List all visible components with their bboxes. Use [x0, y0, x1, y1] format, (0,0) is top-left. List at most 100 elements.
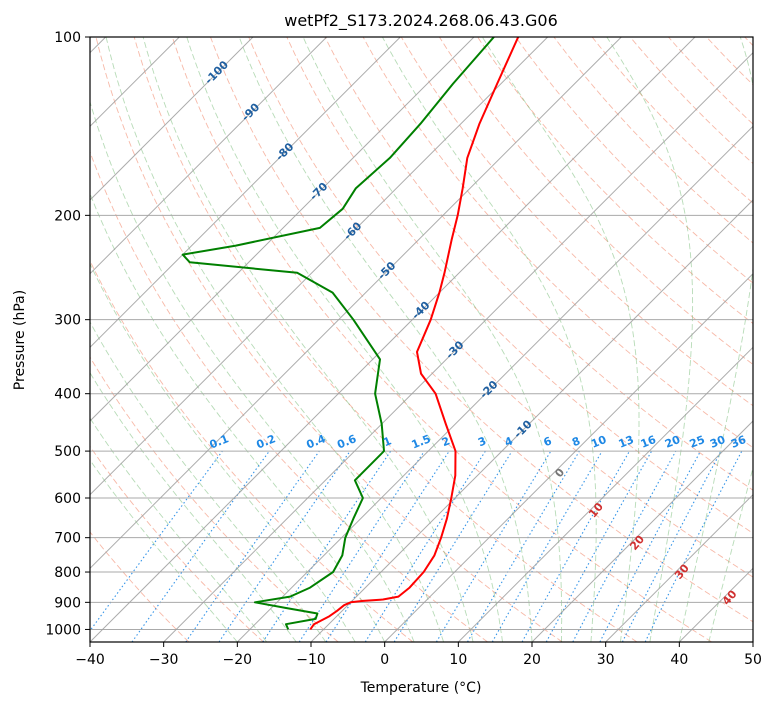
- mixing-ratio-line: [435, 450, 552, 642]
- isotherm-gridline: [605, 493, 753, 642]
- mixing-ratio-label: 36: [729, 433, 748, 451]
- chart-title: wetPf2_S173.2024.268.06.43.G06: [284, 11, 558, 31]
- isotherm-gridline: [90, 37, 549, 496]
- x-tick-label: −30: [149, 652, 179, 668]
- x-tick-label: 50: [744, 652, 762, 668]
- mixing-ratio-line: [131, 450, 270, 642]
- moist-adiabat-line: [678, 37, 753, 642]
- y-axis-ticks: 100 200 300 400 500 600 700 800 900 1000: [45, 30, 90, 638]
- moist-adiabat-label: 30: [672, 561, 692, 581]
- moist-adiabat-label: 20: [627, 533, 647, 553]
- y-tick-label: 800: [54, 565, 81, 581]
- mixing-ratio-line: [491, 450, 603, 642]
- isotherm-gridline: [310, 199, 753, 642]
- y-tick-label: 600: [54, 491, 81, 507]
- y-axis-label: Pressure (hPa): [12, 290, 28, 390]
- profile-series: [181, 37, 520, 630]
- moist-adiabat-line: [481, 37, 640, 642]
- mixing-ratio-label: 1: [381, 434, 393, 449]
- mixing-ratio-label: 3: [476, 434, 488, 449]
- x-tick-label: 0: [380, 652, 389, 668]
- line-labels: -100-90-80-70-60-50-40-30-20-100.1 0.2 0.4…: [202, 58, 748, 608]
- isotherm-gridline: [90, 37, 696, 642]
- dry-adiabat-line: [133, 37, 638, 642]
- isotherm-gridline: [90, 37, 622, 570]
- dry-adiabat-line: [706, 37, 753, 86]
- y-tick-label: 1000: [45, 622, 81, 638]
- dewpoint-profile-line: [181, 37, 495, 630]
- isotherm-gridline: [236, 125, 753, 642]
- y-tick-label: 500: [54, 444, 81, 460]
- dry-adiabat-line: [286, 37, 753, 534]
- x-tick-label: 20: [523, 652, 541, 668]
- moist-adiabat-line: [90, 100, 415, 642]
- moist-adiabat-label: 10: [586, 500, 606, 520]
- isotherm-gridline: [163, 51, 753, 642]
- isotherm-gridline: [90, 37, 401, 349]
- mixing-ratio-line: [364, 450, 486, 642]
- dry-adiabats: [90, 37, 753, 642]
- dry-adiabat-line: [439, 37, 753, 365]
- y-tick-label: 100: [54, 30, 81, 46]
- isotherm-gridline: [457, 346, 753, 642]
- mixing-ratio-label: 8: [570, 434, 582, 449]
- isotherm-gridlines: [90, 37, 753, 642]
- mixing-ratio-label: 4: [503, 434, 515, 449]
- moist-adiabat-line: [142, 37, 474, 642]
- mixing-ratio-label: 6: [542, 434, 554, 449]
- pressure-gridlines: [90, 37, 753, 630]
- dry-adiabat-line: [553, 37, 753, 244]
- moist-adiabat-line: [186, 37, 503, 642]
- mixing-ratio-label: 20: [663, 433, 682, 451]
- moist-adiabat-line: [90, 417, 268, 642]
- dry-adiabat-line: [324, 37, 753, 491]
- dry-adiabat-line: [400, 37, 753, 407]
- y-tick-label: 400: [54, 387, 81, 403]
- mixing-ratio-label: 30: [708, 433, 727, 451]
- mixing-ratio-line: [521, 450, 630, 642]
- moist-adiabat-line: [382, 37, 597, 642]
- x-tick-label: −20: [223, 652, 253, 668]
- y-tick-label: 700: [54, 531, 81, 547]
- mixing-ratio-line: [218, 450, 351, 642]
- mixing-ratio-label: 1.5: [410, 432, 433, 451]
- isotherm-gridline: [531, 420, 753, 642]
- mixing-ratio-line: [572, 450, 677, 642]
- moist-adiabat-line: [105, 37, 445, 642]
- dry-adiabat-line: [629, 37, 753, 165]
- dry-adiabat-line: [477, 37, 753, 325]
- dry-adiabat-line: [90, 445, 264, 642]
- mixing-ratio-label: 25: [688, 433, 707, 451]
- x-tick-label: −40: [75, 652, 105, 668]
- dry-adiabat-line: [90, 356, 339, 642]
- dry-adiabat-line: [668, 37, 753, 125]
- mixing-ratio-line: [262, 450, 392, 642]
- moist-adiabat-line: [606, 37, 694, 642]
- dry-adiabat-line: [210, 37, 753, 623]
- moist-adiabat-line: [90, 262, 356, 642]
- y-tick-label: 300: [54, 313, 81, 329]
- dry-adiabat-line: [744, 37, 753, 47]
- mixing-ratio-lines: [90, 450, 743, 642]
- moist-adiabat-label: 0: [552, 466, 567, 480]
- moist-adiabats: [90, 37, 753, 642]
- y-tick-label: 900: [54, 595, 81, 611]
- isotherm-gridline: [90, 37, 328, 275]
- mixing-ratio-line: [325, 450, 450, 642]
- isotherm-gridline: [752, 641, 753, 642]
- x-tick-label: 40: [670, 652, 688, 668]
- moist-adiabat-line: [90, 192, 386, 642]
- dry-adiabat-line: [591, 37, 753, 204]
- mixing-ratio-line: [90, 450, 223, 632]
- mixing-ratio-label: 16: [639, 433, 658, 451]
- dry-adiabat-line: [95, 37, 563, 642]
- dry-adiabat-line: [90, 531, 190, 642]
- x-axis-label: Temperature (°C): [360, 680, 482, 696]
- temperature-profile-line: [309, 37, 520, 630]
- dry-adiabat-line: [90, 150, 488, 642]
- dry-adiabat-line: [90, 259, 414, 642]
- x-tick-label: 30: [597, 652, 615, 668]
- mixing-ratio-label: 13: [617, 433, 636, 451]
- mixing-ratio-line: [467, 450, 580, 642]
